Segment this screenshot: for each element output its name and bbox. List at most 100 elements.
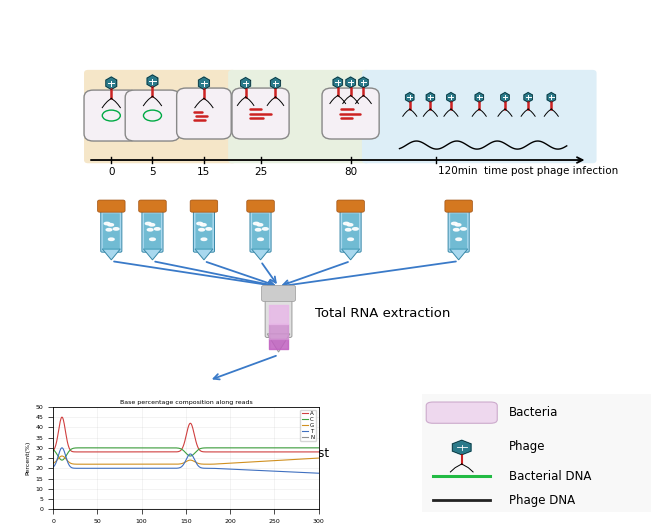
FancyBboxPatch shape	[337, 200, 365, 212]
T	[250, 467, 258, 474]
Polygon shape	[267, 334, 290, 352]
G	[58, 453, 66, 459]
C	[96, 445, 104, 451]
C	[58, 457, 66, 463]
FancyBboxPatch shape	[125, 90, 180, 141]
FancyBboxPatch shape	[362, 70, 596, 163]
Ellipse shape	[104, 222, 110, 225]
A	[58, 414, 66, 421]
FancyBboxPatch shape	[195, 213, 212, 250]
A	[315, 449, 323, 455]
Polygon shape	[524, 92, 533, 102]
C	[227, 445, 235, 451]
T	[49, 464, 57, 470]
Ellipse shape	[254, 222, 259, 225]
Text: 5: 5	[149, 167, 156, 177]
Ellipse shape	[258, 238, 264, 240]
Legend: A, C, G, T, N: A, C, G, T, N	[300, 410, 316, 442]
Text: Phage: Phage	[509, 440, 545, 454]
Ellipse shape	[201, 224, 206, 226]
T	[227, 466, 235, 472]
C	[170, 445, 178, 451]
N	[226, 506, 234, 512]
Polygon shape	[547, 92, 556, 102]
Line: T: T	[53, 448, 319, 473]
Text: Total RNA extraction: Total RNA extraction	[315, 307, 450, 320]
Text: 25: 25	[254, 167, 267, 177]
FancyBboxPatch shape	[322, 88, 379, 139]
Ellipse shape	[197, 222, 203, 225]
C	[207, 445, 214, 451]
A	[97, 449, 105, 455]
Ellipse shape	[145, 222, 151, 225]
Polygon shape	[452, 440, 471, 455]
Ellipse shape	[199, 228, 205, 231]
Polygon shape	[241, 78, 250, 89]
FancyBboxPatch shape	[84, 70, 236, 163]
FancyBboxPatch shape	[340, 209, 361, 252]
T	[96, 465, 104, 471]
G	[49, 460, 57, 467]
Text: Bacteria: Bacteria	[509, 406, 558, 419]
G	[118, 461, 126, 467]
Polygon shape	[147, 75, 158, 88]
T	[58, 445, 66, 451]
Ellipse shape	[256, 228, 261, 231]
Polygon shape	[252, 249, 270, 260]
A	[88, 449, 96, 455]
FancyBboxPatch shape	[190, 200, 218, 212]
Ellipse shape	[456, 224, 461, 226]
N	[49, 506, 57, 512]
Y-axis label: Percent(%): Percent(%)	[25, 441, 30, 475]
Text: 120min  time post phage infection: 120min time post phage infection	[438, 166, 618, 176]
Line: C: C	[53, 448, 319, 460]
FancyBboxPatch shape	[265, 297, 292, 338]
Polygon shape	[195, 249, 213, 260]
Ellipse shape	[149, 224, 155, 226]
C	[97, 445, 105, 451]
Line: A: A	[53, 417, 319, 452]
Polygon shape	[447, 92, 455, 102]
Polygon shape	[106, 77, 117, 89]
T	[118, 465, 126, 471]
FancyBboxPatch shape	[232, 88, 289, 139]
Polygon shape	[333, 77, 343, 88]
FancyBboxPatch shape	[142, 209, 163, 252]
Ellipse shape	[343, 222, 349, 225]
FancyBboxPatch shape	[101, 209, 122, 252]
FancyBboxPatch shape	[250, 209, 271, 252]
Ellipse shape	[108, 224, 114, 226]
Ellipse shape	[452, 222, 457, 225]
Polygon shape	[406, 92, 414, 102]
Polygon shape	[426, 92, 434, 102]
T	[206, 465, 214, 471]
Line: G: G	[53, 456, 319, 464]
FancyBboxPatch shape	[342, 213, 359, 250]
G	[227, 460, 235, 466]
FancyBboxPatch shape	[262, 286, 295, 301]
C	[49, 446, 57, 453]
Ellipse shape	[114, 228, 119, 230]
Text: 15: 15	[197, 167, 210, 177]
FancyBboxPatch shape	[98, 200, 125, 212]
Polygon shape	[501, 92, 509, 102]
Ellipse shape	[348, 238, 353, 240]
Text: 80: 80	[344, 167, 357, 177]
Ellipse shape	[147, 228, 153, 231]
FancyBboxPatch shape	[144, 213, 161, 250]
FancyBboxPatch shape	[252, 213, 269, 250]
N	[96, 506, 104, 512]
T	[170, 465, 178, 471]
Ellipse shape	[201, 238, 207, 240]
Polygon shape	[270, 78, 280, 89]
FancyBboxPatch shape	[228, 70, 370, 163]
A	[207, 449, 214, 455]
Ellipse shape	[454, 228, 459, 231]
FancyBboxPatch shape	[84, 90, 139, 141]
N	[206, 506, 214, 512]
FancyBboxPatch shape	[177, 88, 231, 139]
A	[170, 449, 178, 455]
Ellipse shape	[345, 228, 351, 231]
Polygon shape	[341, 249, 360, 260]
G	[315, 455, 323, 461]
